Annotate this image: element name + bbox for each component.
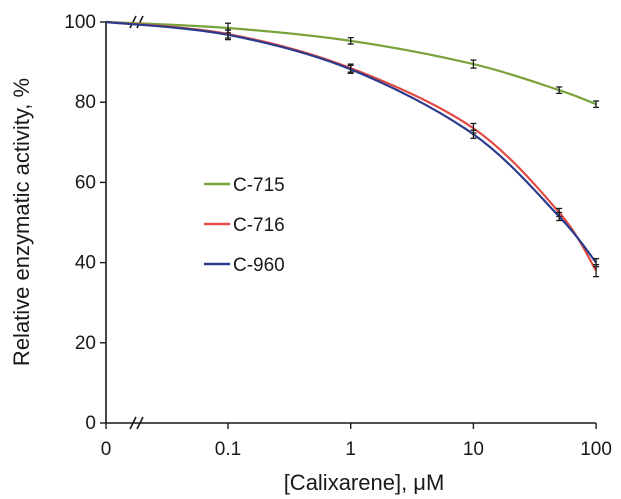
error-bar-c-715-4 (556, 86, 563, 95)
x-axis-break-top-stroke-1 (129, 15, 137, 29)
x-axis-break-top-stroke-2 (136, 15, 144, 29)
error-bar-c-715-2 (347, 36, 354, 45)
x-axis-break-top (129, 15, 144, 29)
x-axis-break-bottom (129, 416, 144, 430)
legend-item-c-960: C-960 (204, 255, 285, 276)
x-tick-label-0.1: 0.1 (215, 439, 241, 460)
series-line-c-716 (105, 20, 598, 272)
legend-label-c-960: C-960 (233, 255, 285, 276)
y-axis-label: Relative enzymatic activity, % (9, 78, 34, 366)
error-bar-c-715-5 (593, 100, 600, 109)
legend-item-c-716: C-716 (204, 215, 285, 236)
series-line-c-960 (105, 20, 597, 264)
axes-layer (100, 15, 597, 430)
y-tick-label-40: 40 (75, 253, 96, 274)
x-tick-label-0: 0 (101, 439, 112, 460)
error-bar-c-960-5 (593, 257, 600, 268)
error-bar-c-960-2 (347, 64, 354, 74)
y-tick-label-20: 20 (75, 333, 96, 354)
y-tick-label-80: 80 (75, 92, 96, 113)
series-c-715 (105, 20, 600, 109)
x-axis-label: [Calixarene], μM (284, 470, 445, 495)
series-layer (105, 20, 600, 278)
error-bar-c-960-1 (225, 29, 231, 41)
y-tick-label-60: 60 (75, 172, 96, 193)
x-axis-break-bottom-stroke-1 (129, 416, 137, 430)
x-tick-label-100: 100 (580, 439, 612, 460)
y-tick-label-100: 100 (64, 12, 96, 33)
series-c-716 (105, 20, 600, 278)
legend: C-715 C-716 C-960 (204, 175, 285, 276)
error-bar-c-960-3 (470, 129, 477, 139)
error-bar-c-960-4 (556, 211, 563, 222)
series-line-c-715 (105, 20, 597, 106)
x-tick-label-10: 10 (463, 439, 484, 460)
x-axis-break-bottom-stroke-2 (136, 416, 144, 430)
legend-label-c-715: C-715 (233, 175, 285, 196)
x-tick-label-1: 1 (345, 439, 356, 460)
legend-label-c-716: C-716 (233, 215, 285, 236)
tick-labels: 0 20 40 60 80 100 0 0.1 1 10 100 (64, 12, 612, 460)
legend-item-c-715: C-715 (204, 175, 285, 196)
series-c-960 (105, 20, 600, 268)
error-bar-c-715-3 (470, 59, 477, 69)
y-tick-label-0: 0 (85, 413, 96, 434)
